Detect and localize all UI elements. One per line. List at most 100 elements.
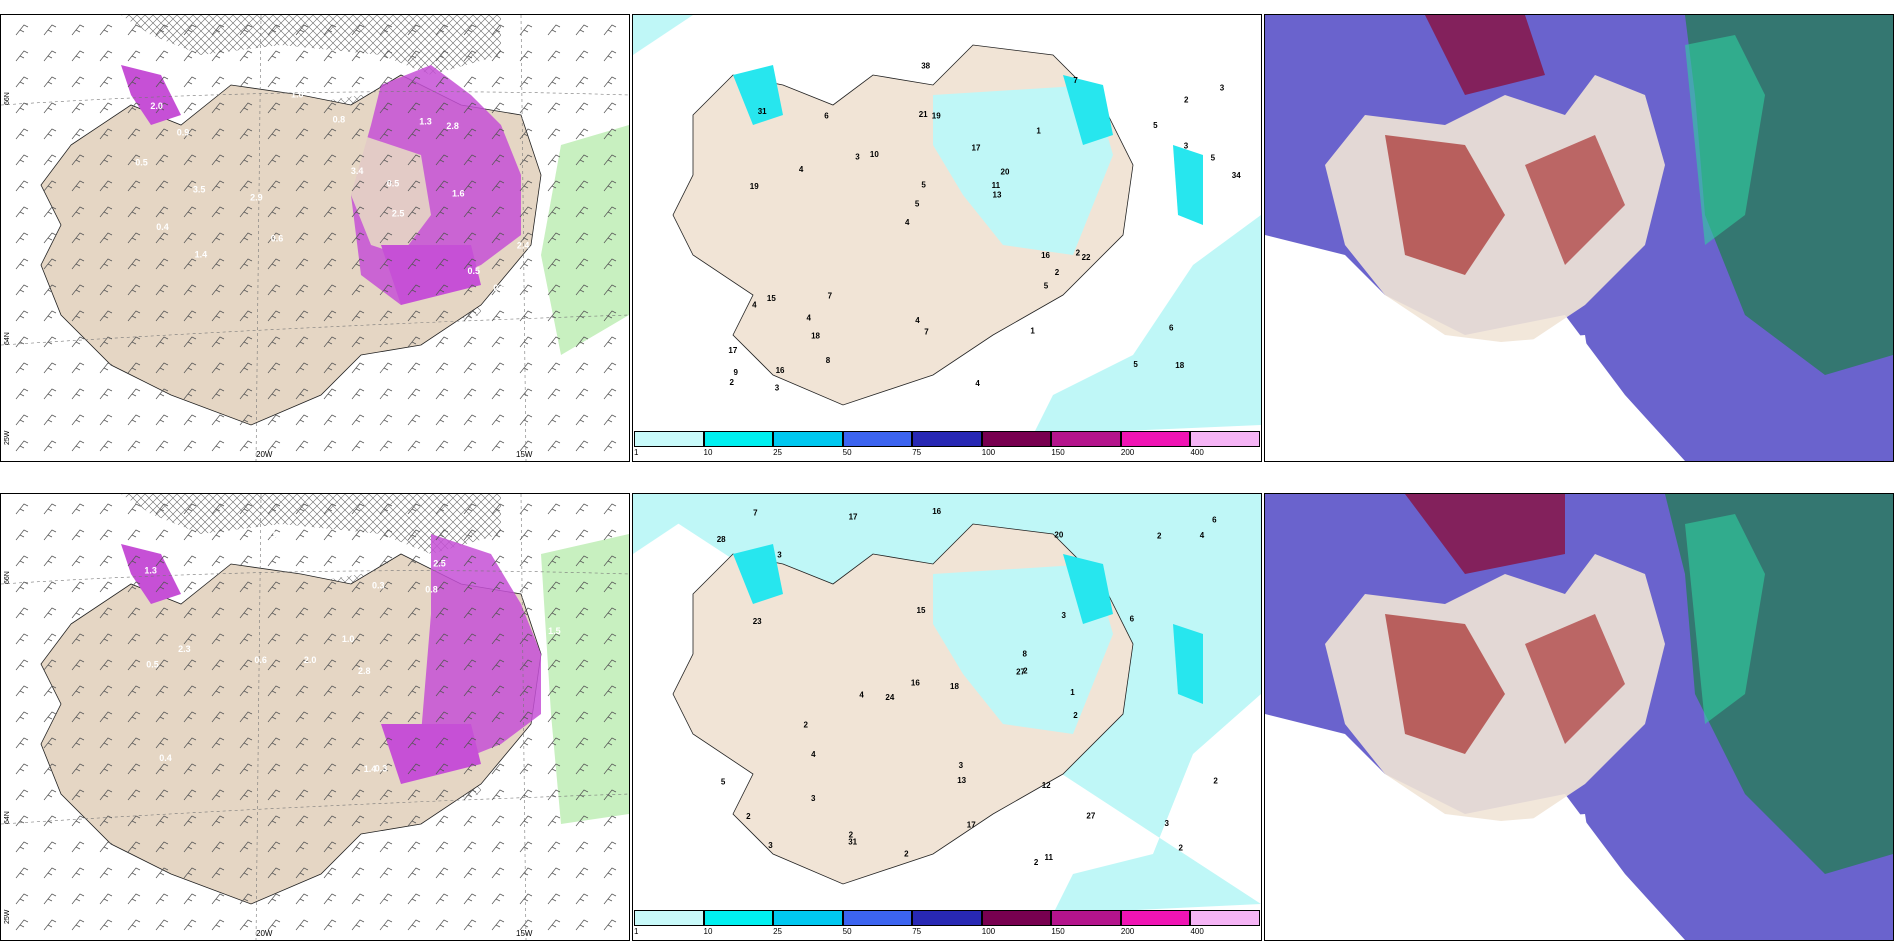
- wind-barb: [183, 633, 197, 645]
- map-value-label: 15: [917, 606, 926, 615]
- wind-barb: [547, 76, 561, 88]
- wind-barb: [407, 685, 421, 697]
- wind-barb: [211, 841, 225, 853]
- wind-barb: [211, 763, 225, 775]
- wind-barb: [351, 737, 365, 749]
- wind-barb: [239, 284, 253, 296]
- wind-barb: [379, 440, 393, 452]
- wind-barb: [295, 685, 309, 697]
- wind-barb: [211, 362, 225, 374]
- wind-barb: [463, 50, 477, 62]
- panel-bottom-middle: 2 2 2 27 17 3 4 2 16 15 2 17 16 13 20 27 23 31 24 28 12 6 8 3 6 2…: [632, 493, 1262, 941]
- wind-barb: [267, 76, 281, 88]
- wind-barb: [99, 555, 113, 567]
- wind-barb: [351, 503, 365, 515]
- map-value-label: 31: [848, 837, 857, 846]
- wind-barb: [295, 50, 309, 62]
- wind-barb: [183, 763, 197, 775]
- wind-barb: [379, 867, 393, 879]
- map-value-label: 5: [915, 200, 920, 209]
- wind-barb: [463, 815, 477, 827]
- colorbar-swatch: [1051, 910, 1121, 926]
- wind-barb: [99, 180, 113, 192]
- map-value-label: 4: [975, 379, 980, 388]
- wind-barb: [127, 737, 141, 749]
- cloud-map-bottom: [1265, 494, 1893, 940]
- wind-barb: [547, 102, 561, 114]
- wind-barb: [379, 284, 393, 296]
- wind-barb: [71, 763, 85, 775]
- map-value-label: 6: [824, 112, 829, 121]
- wind-barb: [267, 659, 281, 671]
- wind-barb: [519, 284, 533, 296]
- wind-barb: [43, 284, 57, 296]
- wind-barb: [603, 258, 617, 270]
- colorbar-swatch: [1190, 431, 1260, 447]
- wind-barb: [519, 763, 533, 775]
- wind-barb: [435, 440, 449, 452]
- wind-barb: [267, 685, 281, 697]
- colorbar-tick-label: 100: [981, 927, 996, 936]
- wind-barb: [407, 76, 421, 88]
- wind-barb: [547, 815, 561, 827]
- wind-barb: [43, 815, 57, 827]
- colorbar-swatch: [703, 910, 774, 926]
- wind-barb: [575, 24, 589, 36]
- wind-barb: [15, 284, 29, 296]
- wind-barb: [575, 440, 589, 452]
- wind-barb: [267, 440, 281, 452]
- wind-barb: [547, 581, 561, 593]
- map-value-label: 3: [1220, 84, 1225, 93]
- map-value-label: 10: [870, 150, 879, 159]
- wind-barb: [603, 154, 617, 166]
- wind-barb: [351, 284, 365, 296]
- wind-barb: [155, 284, 169, 296]
- wind-barb: [407, 258, 421, 270]
- wind-barb: [239, 206, 253, 218]
- map-value-label: 7: [924, 328, 929, 337]
- wind-barb: [575, 284, 589, 296]
- map-value-label: 2.3: [178, 644, 191, 654]
- wind-barb: [575, 503, 589, 515]
- wind-barb: [491, 154, 505, 166]
- wind-barb: [575, 206, 589, 218]
- panel-bottom-right: [1264, 493, 1894, 941]
- lon-label-15w: 15W: [516, 450, 533, 459]
- wind-barb: [127, 154, 141, 166]
- wind-barb: [435, 633, 449, 645]
- map-value-label: 19: [932, 111, 941, 120]
- wind-barb: [211, 607, 225, 619]
- colorbar-ticks-bottom: 1 10 25 50 75 100 150 200 400: [634, 927, 1260, 939]
- wind-barb: [323, 50, 337, 62]
- wind-barb: [519, 841, 533, 853]
- map-value-label: 2.9: [250, 193, 263, 203]
- wind-barb: [239, 503, 253, 515]
- wind-barb: [547, 529, 561, 541]
- map-value-label: 7: [828, 292, 833, 301]
- wind-barb: [351, 258, 365, 270]
- wind-barb: [435, 581, 449, 593]
- wind-barb: [99, 336, 113, 348]
- wind-barb: [71, 336, 85, 348]
- wind-barb: [463, 867, 477, 879]
- wind-barb: [575, 388, 589, 400]
- map-value-label: 5: [1133, 360, 1138, 369]
- wind-barb: [491, 336, 505, 348]
- wind-barb: [519, 503, 533, 515]
- wind-barb: [127, 362, 141, 374]
- wind-barb: [43, 180, 57, 192]
- wind-barb: [603, 310, 617, 322]
- wind-barb: [407, 336, 421, 348]
- wind-barb: [575, 414, 589, 426]
- wind-barb: [127, 206, 141, 218]
- wind-barb: [491, 581, 505, 593]
- wind-barb: [295, 388, 309, 400]
- wind-barb: [239, 789, 253, 801]
- wind-barb: [407, 529, 421, 541]
- wind-barb: [43, 50, 57, 62]
- map-value-label: 17: [849, 512, 858, 521]
- wind-barb: [603, 815, 617, 827]
- map-value-label: 16: [911, 678, 920, 687]
- colorbar-swatch: [842, 431, 913, 447]
- wind-barb: [435, 607, 449, 619]
